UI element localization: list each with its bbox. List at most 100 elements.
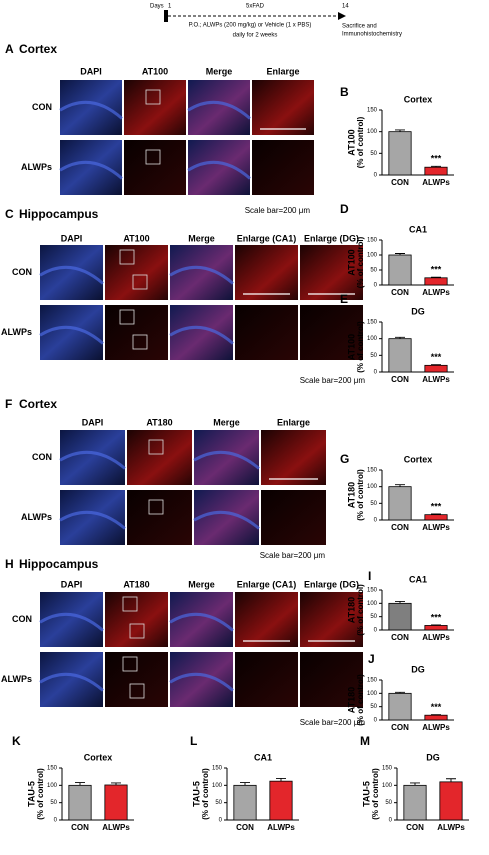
bar	[403, 784, 427, 821]
chart-title: Cortex	[84, 752, 113, 762]
bar	[388, 254, 412, 286]
micrograph	[300, 592, 363, 647]
y-axis-label: TAU-5	[26, 781, 36, 807]
y-tick-label: 0	[374, 370, 378, 376]
error-bar	[75, 782, 85, 786]
error-bar	[395, 336, 405, 339]
row-label: ALWPs	[1, 327, 32, 337]
panel-title: Cortex	[19, 42, 57, 56]
roi-box	[148, 439, 164, 455]
y-axis-label: TAU-5	[361, 781, 371, 807]
y-axis-label: AT180	[346, 482, 356, 508]
micrograph	[235, 592, 298, 647]
micrograph	[235, 652, 298, 707]
y-tick-label: 150	[367, 468, 378, 474]
y-tick-label: 100	[367, 691, 378, 697]
error-bar	[395, 601, 405, 604]
micrograph	[127, 490, 192, 545]
x-tick-label: CON	[391, 288, 409, 297]
x-tick-label: CON	[391, 633, 409, 642]
column-header: AT100	[123, 233, 149, 243]
y-axis-label: (% of control)	[36, 768, 45, 820]
significance: ***	[431, 154, 442, 164]
roi-box	[122, 596, 138, 612]
significance: ***	[431, 612, 442, 622]
timeline-duration: daily for 2 weeks	[233, 33, 278, 39]
y-tick-label: 50	[370, 501, 377, 507]
y-tick-label: 0	[374, 283, 378, 289]
micrograph	[300, 245, 363, 300]
micrograph	[124, 140, 186, 195]
chart-letter: E	[340, 292, 348, 306]
scale-bar-label: Scale bar=200 μm	[300, 376, 366, 385]
y-tick-label: 0	[389, 818, 393, 824]
column-header: Merge	[213, 417, 240, 427]
bar	[424, 714, 448, 721]
x-tick-label: CON	[236, 823, 254, 832]
y-axis-label: (% of control)	[201, 768, 210, 820]
x-tick-label: CON	[391, 523, 409, 532]
bar	[388, 486, 412, 521]
y-tick-label: 0	[374, 173, 378, 179]
scale-bar-label: Scale bar=200 μm	[260, 551, 326, 560]
timeline-model: 5xFAD	[246, 4, 265, 10]
micrograph	[235, 245, 298, 300]
column-header: AT180	[146, 417, 172, 427]
column-header: Enlarge (DG)	[304, 233, 359, 243]
row-label: CON	[32, 102, 52, 112]
roi-box	[145, 89, 161, 105]
chart-letter: B	[340, 85, 349, 99]
chart-letter: G	[340, 452, 349, 466]
tissue-band	[59, 510, 126, 530]
y-tick-label: 100	[367, 253, 378, 259]
y-tick-label: 0	[54, 818, 58, 824]
chart-letter: D	[340, 202, 349, 216]
y-axis-label: (% of control)	[371, 768, 380, 820]
y-axis-label: (% of control)	[356, 236, 365, 288]
roi-box	[119, 309, 135, 325]
error-bar	[431, 714, 441, 716]
chart-letter: L	[190, 734, 197, 748]
x-tick-label: CON	[406, 823, 424, 832]
scale-bar-label: Scale bar=200 μm	[245, 206, 311, 215]
significance: ***	[431, 702, 442, 712]
column-header: Enlarge (CA1)	[237, 233, 297, 243]
timeline-arrow	[338, 12, 346, 20]
roi-box	[148, 499, 164, 515]
timeline-day: 1	[168, 4, 172, 10]
error-bar	[431, 513, 441, 515]
y-axis-label: (% of control)	[356, 321, 365, 373]
y-tick-label: 50	[370, 704, 377, 710]
bar	[424, 364, 448, 373]
y-tick-label: 150	[367, 108, 378, 114]
panel-letter: C	[5, 207, 14, 221]
y-tick-label: 100	[367, 129, 378, 135]
y-tick-label: 50	[50, 800, 57, 806]
bar	[68, 784, 92, 821]
micrograph	[60, 430, 125, 485]
column-header: Merge	[188, 233, 215, 243]
bar	[439, 781, 463, 821]
error-bar	[395, 484, 405, 487]
tissue-band	[169, 325, 234, 345]
bar	[388, 602, 412, 631]
x-tick-label: CON	[391, 723, 409, 732]
tissue-band	[39, 265, 104, 285]
panel-letter: A	[5, 42, 14, 56]
y-axis-label: TAU-5	[191, 781, 201, 807]
row-label: ALWPs	[1, 674, 32, 684]
significance: ***	[431, 265, 442, 275]
y-tick-label: 100	[367, 601, 378, 607]
y-tick-label: 150	[212, 766, 223, 772]
roi-box	[122, 656, 138, 672]
micrograph	[60, 140, 122, 195]
chart-title: Cortex	[404, 454, 433, 464]
column-header: Merge	[188, 579, 215, 589]
y-tick-label: 150	[382, 766, 393, 772]
tissue-band	[193, 450, 260, 470]
y-tick-label: 150	[367, 320, 378, 326]
y-tick-label: 50	[370, 614, 377, 620]
column-header: Enlarge (DG)	[304, 579, 359, 589]
y-tick-label: 50	[385, 800, 392, 806]
